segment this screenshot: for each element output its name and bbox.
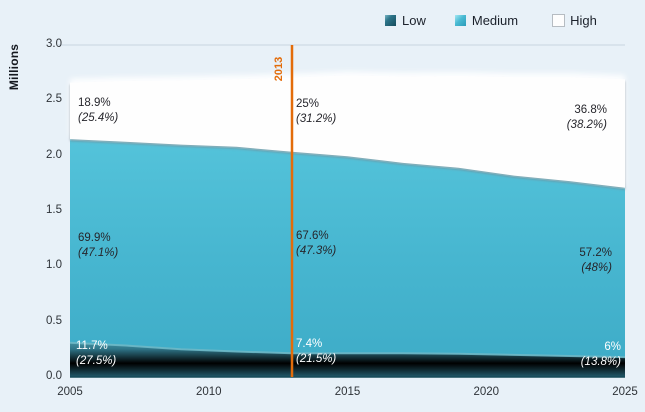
annotation-medium-2025: 57.2% (48%) (579, 247, 612, 274)
high-series-swatch-icon (552, 14, 566, 27)
x-tick-label: 2025 (612, 386, 638, 398)
x-tick-label: 2010 (195, 386, 222, 398)
annotation-low-2005: 11.7% (27.5%) (76, 340, 117, 367)
legend-item-medium[interactable]: Medium (454, 13, 519, 28)
annotation-medium-2013: 67.6% (47.3%) (296, 230, 337, 257)
marker-2013-label: 2013 (273, 56, 285, 82)
x-tick-label: 2005 (57, 386, 83, 398)
low-series-swatch-icon (385, 15, 396, 26)
y-tick-label: 2.5 (46, 93, 62, 106)
legend-label-medium: Medium (471, 13, 519, 28)
chart-legend: Low Medium High (385, 13, 597, 28)
annotation-high-2005: 18.9% (25.4%) (78, 97, 119, 124)
y-tick-label: 0.5 (46, 314, 62, 327)
annotation-medium-2005: 69.9% (47.1%) (78, 232, 119, 259)
legend-item-low[interactable]: Low (385, 13, 426, 28)
annotation-high-2013: 25% (31.2%) (296, 98, 337, 125)
legend-label-high: High (570, 13, 597, 28)
annotation-low-2025: 6% (13.8%) (580, 341, 621, 368)
y-tick-label: 1.5 (46, 204, 62, 216)
x-tick-label: 2020 (473, 386, 500, 398)
medium-series-swatch-icon (454, 15, 466, 26)
y-tick-label: 3.0 (46, 38, 62, 50)
legend-label-low: Low (402, 13, 426, 28)
y-tick-label: 2.0 (46, 148, 62, 161)
y-axis-title: Millions (7, 43, 21, 91)
legend-item-high[interactable]: High (552, 13, 597, 28)
y-tick-label: 0.0 (46, 370, 62, 382)
annotation-high-2025: 36.8% (38.2%) (566, 104, 607, 131)
annotation-low-2013: 7.4% (21.5%) (296, 338, 337, 365)
x-tick-label: 2015 (334, 386, 361, 398)
y-tick-label: 1.0 (46, 259, 62, 272)
